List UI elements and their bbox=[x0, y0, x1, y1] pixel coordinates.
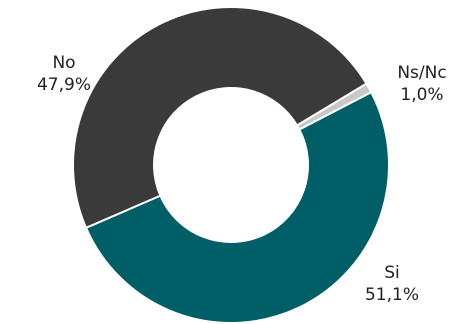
label-si-value: 51,1% bbox=[357, 284, 427, 306]
label-nsnc-name: Ns/Nc bbox=[382, 62, 462, 84]
label-no-value: 47,9% bbox=[24, 74, 104, 96]
label-no-name: No bbox=[24, 52, 104, 74]
label-no: No 47,9% bbox=[24, 52, 104, 96]
label-nsnc-value: 1,0% bbox=[382, 84, 462, 106]
label-si-name: Si bbox=[357, 262, 427, 284]
label-si: Si 51,1% bbox=[357, 262, 427, 306]
label-nsnc: Ns/Nc 1,0% bbox=[382, 62, 462, 106]
